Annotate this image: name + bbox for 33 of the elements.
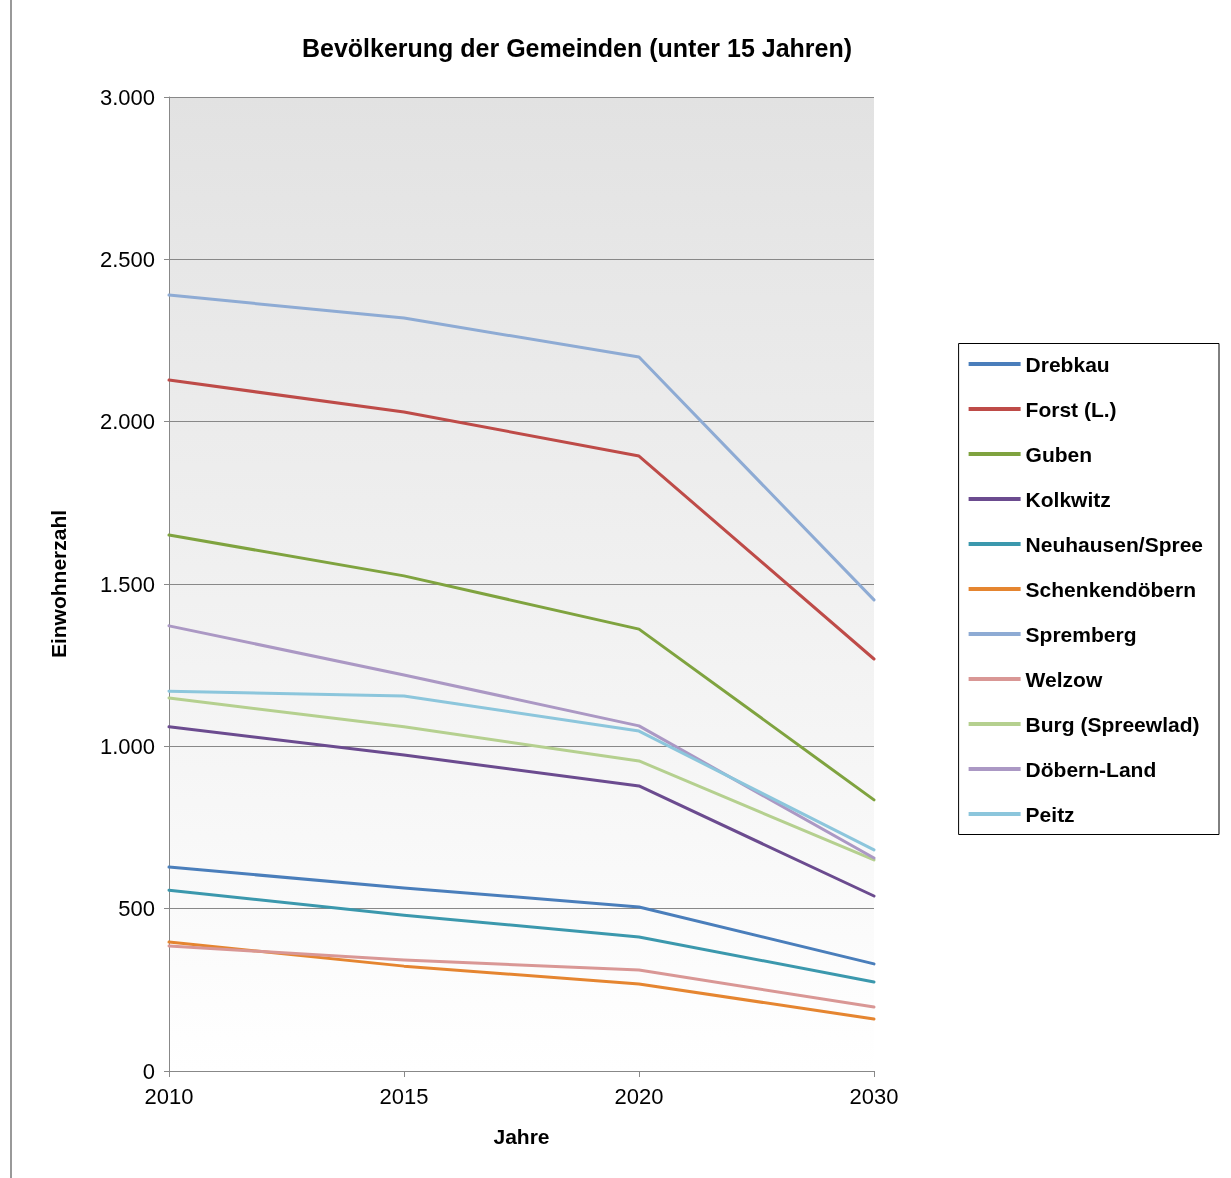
y-tick-label: 2.500 bbox=[99, 246, 155, 272]
y-tick-label: 2.000 bbox=[99, 409, 155, 435]
line-series bbox=[167, 888, 876, 984]
legend-label: Spremberg bbox=[1025, 622, 1137, 646]
legend-label: Forst (L.) bbox=[1025, 397, 1117, 421]
x-axis-title: Jahre bbox=[493, 1125, 550, 1148]
legend-label: Burg (Spreewlad) bbox=[1025, 712, 1200, 736]
x-tick-label: 2020 bbox=[614, 1083, 664, 1109]
legend-label: Guben bbox=[1025, 442, 1093, 466]
legend-label: Drebkau bbox=[1025, 352, 1110, 376]
legend-label: Peitz bbox=[1025, 802, 1075, 826]
y-tick-label: 1.000 bbox=[99, 733, 155, 759]
legend-label: Schenkendöbern bbox=[1025, 577, 1196, 601]
line-series bbox=[167, 624, 876, 860]
y-tick-label: 0 bbox=[142, 1058, 155, 1084]
x-tick-label: 2010 bbox=[144, 1083, 194, 1109]
chart-title: Bevölkerung der Gemeinden (unter 15 Jahren) bbox=[301, 33, 853, 62]
y-tick-label: 500 bbox=[118, 896, 155, 922]
legend-label: Neuhausen/Spree bbox=[1025, 532, 1204, 556]
legend-label: Welzow bbox=[1025, 667, 1103, 691]
y-axis-title: Einwohnerzahl bbox=[47, 509, 70, 659]
line-series bbox=[167, 725, 876, 898]
line-series bbox=[167, 533, 876, 802]
line-series bbox=[167, 378, 876, 661]
x-tick-label: 2030 bbox=[849, 1083, 899, 1109]
legend-label: Döbern-Land bbox=[1025, 757, 1157, 781]
line-series bbox=[167, 293, 876, 602]
x-tick-label: 2015 bbox=[379, 1083, 429, 1109]
y-tick-label: 1.500 bbox=[99, 571, 155, 597]
y-tick-label: 3.000 bbox=[99, 84, 155, 110]
line-series bbox=[167, 865, 876, 966]
legend-label: Kolkwitz bbox=[1025, 487, 1111, 511]
line-series bbox=[167, 944, 876, 1009]
